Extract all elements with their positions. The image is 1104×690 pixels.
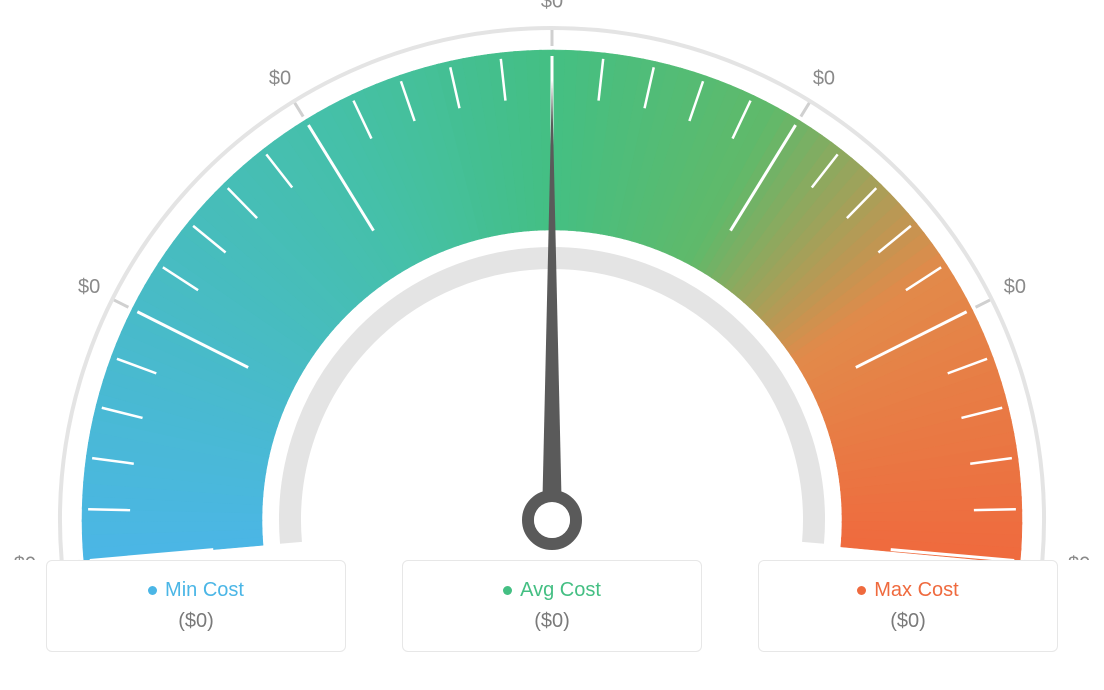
legend-row: Min Cost ($0) Avg Cost ($0) Max Cost ($0…: [0, 560, 1104, 652]
tick-label: $0: [269, 67, 291, 89]
tick-label: $0: [1068, 553, 1090, 560]
legend-value-max: ($0): [890, 610, 926, 633]
cost-gauge-figure: $0 $0 $0 $0 $0 $0 $0 Min Cost ($0) Avg Cost ($…: [0, 0, 1104, 690]
tick-label: $0: [14, 553, 36, 560]
legend-value-avg: ($0): [534, 610, 570, 633]
legend-label-max: Max Cost: [874, 579, 958, 602]
legend-label-min: Min Cost: [165, 579, 244, 602]
legend-dot-max: [857, 586, 866, 595]
legend-dot-min: [148, 586, 157, 595]
gauge-area: $0 $0 $0 $0 $0 $0 $0: [0, 0, 1104, 560]
legend-top-avg: Avg Cost: [503, 579, 601, 602]
tick-label: $0: [78, 276, 100, 298]
legend-card-avg: Avg Cost ($0): [402, 560, 702, 652]
legend-top-min: Min Cost: [148, 579, 244, 602]
legend-dot-avg: [503, 586, 512, 595]
legend-label-avg: Avg Cost: [520, 579, 601, 602]
legend-card-max: Max Cost ($0): [758, 560, 1058, 652]
legend-value-min: ($0): [178, 610, 214, 633]
tick-label: $0: [1004, 276, 1026, 298]
needle-hub-inner: [534, 502, 570, 538]
legend-card-min: Min Cost ($0): [46, 560, 346, 652]
gauge-svg: $0 $0 $0 $0 $0 $0 $0: [0, 0, 1104, 560]
tick-label: $0: [813, 67, 835, 89]
tick-label: $0: [541, 0, 563, 12]
legend-top-max: Max Cost: [857, 579, 958, 602]
